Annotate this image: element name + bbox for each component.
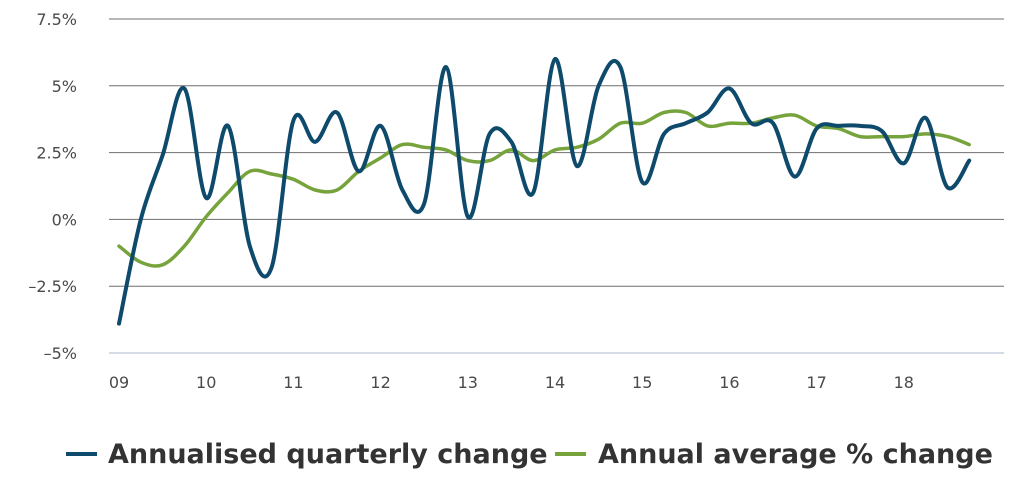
x-tick-label: 11 — [283, 373, 303, 392]
legend-label: Annualised quarterly change — [108, 439, 548, 470]
y-axis-tick-labels: 7.5% 5% 2.5% 0% –2.5% –5% — [28, 10, 77, 363]
y-tick-label: –5% — [44, 344, 77, 363]
y-tick-label: 0% — [52, 210, 77, 229]
x-tick-label: 18 — [894, 373, 914, 392]
x-axis-tick-labels: 09 10 11 12 13 14 15 16 17 18 — [109, 373, 914, 392]
legend-label: Annual average % change — [598, 439, 993, 470]
x-tick-label: 10 — [196, 373, 216, 392]
series-line-annualised-quarterly-change — [117, 57, 972, 326]
y-tick-label: –2.5% — [28, 277, 77, 296]
y-tick-label: 5% — [52, 77, 77, 96]
series-line-annual-average-change — [117, 109, 971, 268]
gridlines — [109, 18, 1004, 354]
legend: Annualised quarterly change Annual averag… — [66, 439, 993, 470]
x-tick-label: 16 — [719, 373, 739, 392]
x-tick-label: 15 — [632, 373, 652, 392]
series-lines — [117, 57, 972, 326]
y-tick-label: 2.5% — [36, 144, 77, 163]
y-tick-label: 7.5% — [36, 10, 77, 29]
x-tick-label: 09 — [109, 373, 129, 392]
x-tick-label: 14 — [545, 373, 565, 392]
x-tick-label: 13 — [458, 373, 478, 392]
x-tick-label: 17 — [806, 373, 826, 392]
x-tick-label: 12 — [370, 373, 390, 392]
